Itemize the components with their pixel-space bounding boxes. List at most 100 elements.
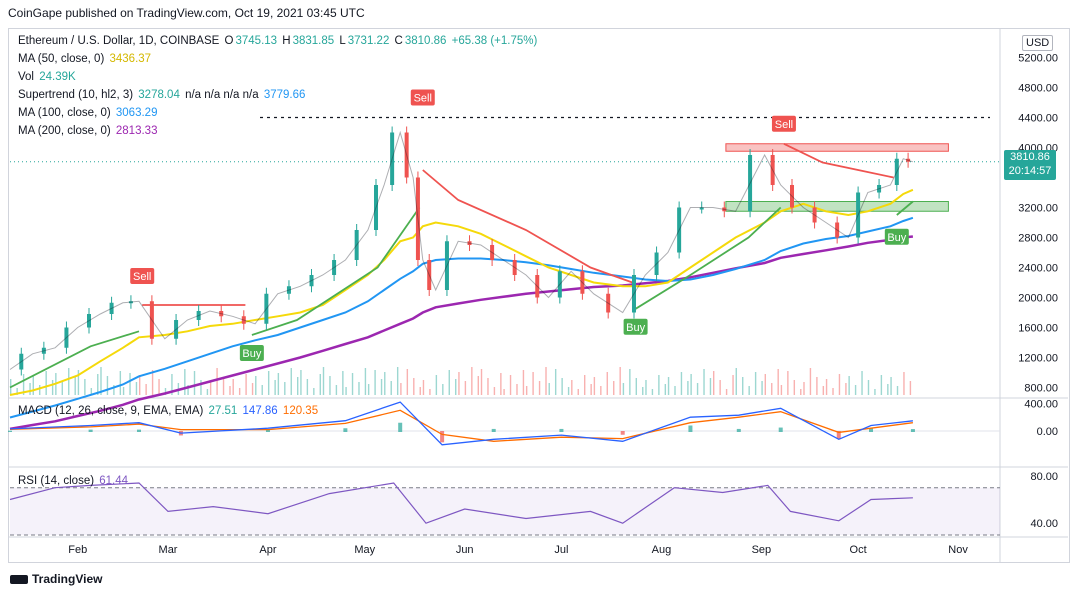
- volume-bar: [809, 368, 812, 395]
- volume-bar: [464, 381, 467, 395]
- y-tick-label: 5200.00: [1018, 53, 1058, 65]
- volume-bar: [764, 374, 766, 395]
- volume-bar: [571, 380, 573, 395]
- macd-histogram-bar: [836, 431, 841, 439]
- macd-histogram-bar: [620, 431, 625, 435]
- volume-bar: [200, 380, 202, 395]
- supertrend-down-line: [783, 142, 894, 179]
- volume-bar: [832, 388, 834, 395]
- volume-bar: [748, 386, 750, 395]
- volume-bar: [890, 377, 892, 395]
- legend-volume[interactable]: Vol 24.39K: [18, 71, 76, 83]
- legend-ma50[interactable]: MA (50, close, 0) 3436.37: [18, 53, 152, 65]
- candle-body: [856, 192, 861, 238]
- candle-body: [444, 241, 449, 290]
- volume-bar: [606, 372, 608, 395]
- open-value: 3745.13: [235, 35, 278, 47]
- macd-line: [9, 401, 913, 446]
- supertrend-up-line: [896, 200, 914, 216]
- volume-bar: [39, 385, 41, 395]
- y-tick-label: 800.00: [1024, 383, 1058, 395]
- volume-bar: [277, 373, 280, 395]
- volume-bar: [696, 383, 699, 395]
- volume-bar: [754, 372, 757, 395]
- x-tick-label: May: [354, 544, 375, 556]
- volume-bar: [480, 369, 483, 395]
- volume-bar: [16, 388, 18, 395]
- legend-ma100[interactable]: MA (100, close, 0) 3063.29: [18, 107, 158, 119]
- volume-bar: [709, 378, 712, 395]
- candle-body: [128, 301, 133, 304]
- bar-countdown: 20:14:57: [1008, 165, 1052, 177]
- candle-body: [196, 311, 201, 320]
- volume-bar: [771, 383, 773, 395]
- candle-body: [812, 207, 817, 223]
- volume-bar: [487, 378, 489, 395]
- macd-histogram-bar: [778, 427, 783, 432]
- legend-supertrend[interactable]: Supertrend (10, hl2, 3) 3278.04 n/a n/a …: [18, 89, 306, 101]
- volume-bar: [703, 369, 705, 395]
- volume-bar: [364, 368, 367, 395]
- volume-bar: [251, 383, 254, 395]
- volume-bar: [471, 367, 473, 395]
- volume-bar: [345, 387, 347, 395]
- y-tick-label: 2000.00: [1018, 293, 1058, 305]
- volume-bar: [68, 368, 70, 395]
- volume-bar: [351, 373, 354, 395]
- buy-signal-label: Buy: [626, 322, 645, 334]
- candle-body: [722, 207, 727, 212]
- volume-bar: [845, 383, 847, 395]
- x-tick-label: Apr: [259, 544, 276, 556]
- candle-body: [390, 132, 395, 185]
- candle-body: [631, 275, 636, 313]
- volume-bar: [622, 383, 625, 395]
- candle-body: [241, 316, 246, 324]
- ma50-line: [9, 188, 914, 396]
- legend-macd[interactable]: MACD (12, 26, close, 9, EMA, EMA) 27.51 …: [18, 405, 319, 417]
- macd-histogram-bar: [8, 430, 12, 432]
- legend-rsi[interactable]: RSI (14, close) 61.44: [18, 475, 129, 487]
- candle-body: [149, 301, 154, 339]
- volume-bar: [367, 384, 370, 395]
- candle-body: [770, 155, 775, 185]
- volume-bar: [435, 375, 438, 395]
- candle-body: [109, 302, 114, 314]
- ma100-line: [9, 216, 914, 419]
- rsi-tick-label: 80.00: [1030, 471, 1058, 483]
- volume-bar: [113, 385, 115, 395]
- volume-bar: [887, 384, 889, 395]
- resistance-zone: [725, 143, 949, 152]
- volume-bar: [384, 372, 386, 395]
- candle-body: [467, 241, 472, 245]
- candle-body: [654, 252, 659, 275]
- volume-bar: [525, 386, 528, 395]
- volume-bar: [322, 367, 325, 395]
- supertrend-up-line: [635, 206, 782, 310]
- tradingview-logo[interactable]: TradingView: [10, 572, 102, 586]
- volume-bar: [584, 375, 586, 395]
- volume-bar: [261, 385, 263, 395]
- macd-histogram-bar: [440, 431, 445, 443]
- legend-ma200[interactable]: MA (200, close, 0) 2813.33: [18, 125, 158, 137]
- volume-bar: [567, 387, 570, 395]
- volume-bar: [442, 384, 444, 395]
- axes: 5200.004800.004400.004000.003200.002800.…: [68, 53, 1058, 557]
- volume-bar: [690, 374, 692, 395]
- candle-body: [877, 185, 882, 193]
- candle-body: [354, 230, 359, 260]
- volume-bar: [216, 368, 218, 395]
- supertrend-up-line: [251, 206, 421, 336]
- buy-signal-label: Buy: [887, 232, 906, 244]
- macd-histogram-bar: [736, 428, 741, 432]
- x-tick-label: Nov: [948, 544, 968, 556]
- volume-bar: [545, 367, 547, 395]
- volume-bar: [735, 368, 737, 395]
- candle-body: [404, 132, 409, 178]
- currency-button[interactable]: USD: [1022, 35, 1054, 51]
- volume-bar: [129, 373, 131, 395]
- volume-bar: [358, 382, 360, 395]
- indicator-lines: [9, 126, 914, 431]
- sell-signal-label: Sell: [414, 93, 432, 105]
- volume-bar: [84, 379, 86, 395]
